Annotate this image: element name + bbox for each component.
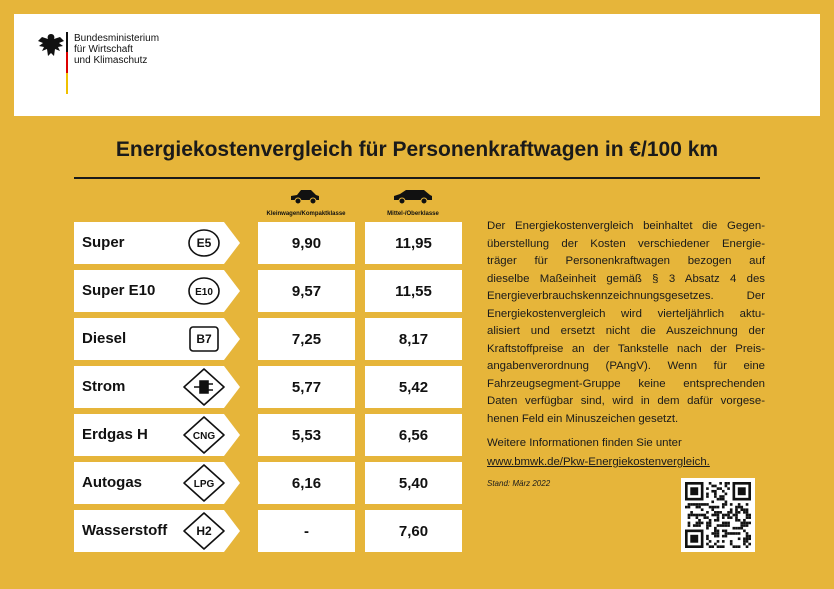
price-cell: 9,57 [258, 270, 355, 312]
description-line: Energieverbrauchskennzeichnungsgesetzes.… [487, 290, 765, 302]
price-cell: 7,60 [365, 510, 462, 552]
flag-red [66, 52, 68, 73]
fuel-name: Super [82, 234, 125, 251]
fuel-label-box: E5 [74, 222, 240, 264]
price-cell: 5,40 [365, 462, 462, 504]
price-cell: 6,16 [258, 462, 355, 504]
fuel-badge: B7 [196, 332, 212, 346]
qr-pattern [685, 482, 751, 548]
description-line: angabenverordnung (PAngV). Wenn für eine [487, 360, 765, 372]
flag-gold [66, 73, 68, 94]
link[interactable]: www.bmwk.de/Pkw-Energiekostenvergleich. [487, 456, 710, 468]
column-header: Kleinwagen/Kompaktklasse [266, 211, 346, 217]
title-rule [74, 177, 760, 179]
price-cell: - [258, 510, 355, 552]
description-line: überstellung der Kosten verschiedener En… [487, 237, 765, 250]
fuel-label-box: LPG [74, 462, 240, 504]
ministry-line: Bundesministerium [74, 33, 160, 44]
fuel-badge: H2 [196, 524, 212, 538]
price-cell: 11,95 [365, 222, 462, 264]
price-cell: 5,53 [258, 414, 355, 456]
price-cell: 11,55 [365, 270, 462, 312]
date: Stand: März 2022 [487, 479, 551, 488]
ministry-line: und Klimaschutz [74, 55, 148, 66]
description-line: Energiekostenvergleich wird vierteljährl… [487, 307, 765, 320]
price-cell: 9,90 [258, 222, 355, 264]
fuel-label-box: E10 [74, 270, 240, 312]
small-car-icon [291, 190, 319, 204]
fuel-label-box: B7 [74, 318, 240, 360]
description-line: träger für Personenkraftwagen bezogen au… [487, 255, 765, 267]
description-line: Fahrzeugsegment-Gruppe keine entsprechen… [487, 377, 765, 390]
fuel-name: Strom [82, 378, 126, 395]
description-line: Daten verfügbar sind, wird in dem dafür … [487, 395, 765, 407]
large-car-icon [394, 190, 432, 204]
fuel-name: Wasserstoff [82, 522, 168, 539]
description-line: Der Energiekostenvergleich beinhaltet di… [487, 220, 765, 232]
price-cell: 5,77 [258, 366, 355, 408]
fuel-label-box [74, 366, 240, 408]
header: Bundesministerium für Wirtschaft und Kli… [14, 14, 820, 116]
price-cell: 7,25 [258, 318, 355, 360]
fuel-name: Diesel [82, 330, 127, 347]
description-line: dieselbe Maßeinheit gemäß § 3 Absatz 4 d… [487, 272, 765, 285]
price-cell: 5,42 [365, 366, 462, 408]
column-header: Mittel-/Oberklasse [387, 211, 439, 217]
fuel-badge: LPG [194, 479, 215, 490]
fuel-badge: CNG [193, 431, 215, 442]
description-line: henen Feld ein Minuszeichen gesetzt. [487, 412, 679, 425]
ministry-line: für Wirtschaft [74, 44, 133, 55]
fuel-name: Super E10 [82, 282, 156, 299]
eagle-logo [38, 34, 64, 56]
more-info: Weitere Informationen finden Sie unter [487, 437, 682, 449]
price-cell: 6,56 [365, 414, 462, 456]
qr-code [681, 478, 755, 552]
description-line: alisiert und ersetzt nicht die Auszeichn… [487, 325, 765, 337]
description-line: Kraftstoffpreise an der Tankstelle nach … [487, 342, 765, 355]
flag-black [66, 32, 68, 52]
price-cell: 8,17 [365, 318, 462, 360]
title: Energiekostenvergleich für Personenkraft… [115, 138, 719, 161]
fuel-badge: E5 [197, 236, 212, 250]
fuel-name: Autogas [82, 474, 142, 491]
fuel-name: Erdgas H [82, 426, 148, 443]
fuel-label-box: CNG [74, 414, 240, 456]
fuel-label-box: H2 [74, 510, 240, 552]
fuel-badge: E10 [195, 287, 213, 298]
